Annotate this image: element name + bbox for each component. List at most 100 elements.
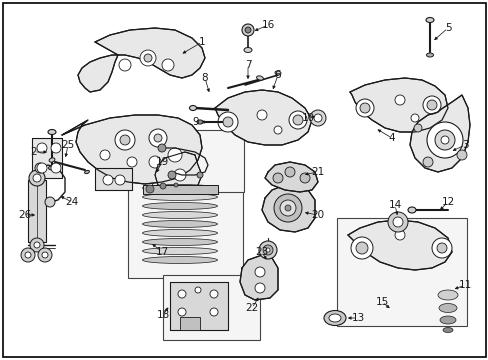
Ellipse shape [439, 316, 455, 324]
Ellipse shape [84, 170, 89, 174]
Circle shape [178, 290, 185, 298]
Text: 23: 23 [255, 247, 268, 257]
Text: 20: 20 [311, 210, 324, 220]
Circle shape [154, 134, 162, 142]
Circle shape [285, 205, 290, 211]
Text: 24: 24 [65, 197, 79, 207]
Circle shape [223, 117, 232, 127]
Circle shape [394, 95, 404, 105]
Circle shape [387, 212, 407, 232]
Circle shape [273, 194, 302, 222]
Ellipse shape [142, 194, 217, 201]
Ellipse shape [142, 185, 217, 192]
Polygon shape [264, 162, 317, 192]
Ellipse shape [197, 120, 203, 124]
Polygon shape [155, 152, 202, 195]
Ellipse shape [438, 303, 456, 312]
Circle shape [355, 99, 373, 117]
Ellipse shape [48, 166, 55, 170]
Circle shape [25, 252, 31, 258]
Text: 8: 8 [201, 73, 208, 83]
Text: 22: 22 [245, 303, 258, 313]
Circle shape [355, 242, 367, 254]
Text: 4: 4 [388, 133, 394, 143]
Circle shape [38, 248, 52, 262]
Circle shape [431, 238, 451, 258]
Ellipse shape [142, 239, 217, 246]
Circle shape [162, 59, 174, 71]
Circle shape [436, 243, 446, 253]
Ellipse shape [426, 53, 433, 57]
Ellipse shape [49, 158, 55, 162]
Circle shape [37, 143, 47, 153]
Circle shape [209, 308, 218, 316]
Circle shape [103, 175, 113, 185]
Circle shape [119, 59, 131, 71]
Text: 26: 26 [19, 210, 32, 220]
Circle shape [21, 248, 35, 262]
Circle shape [456, 150, 466, 160]
Bar [128, 168, 243, 278]
Polygon shape [95, 168, 132, 190]
Circle shape [51, 163, 61, 173]
Text: 21: 21 [311, 167, 324, 177]
Text: 18: 18 [156, 310, 169, 320]
Circle shape [149, 129, 167, 147]
Text: 15: 15 [375, 297, 388, 307]
Circle shape [158, 144, 165, 152]
Circle shape [29, 170, 45, 186]
Polygon shape [62, 115, 202, 184]
Circle shape [127, 157, 137, 167]
Ellipse shape [425, 18, 433, 23]
Circle shape [35, 163, 45, 173]
Ellipse shape [142, 202, 217, 210]
Polygon shape [349, 78, 447, 132]
Ellipse shape [48, 130, 56, 135]
Text: 10: 10 [301, 113, 314, 123]
Circle shape [174, 169, 185, 181]
Circle shape [426, 100, 436, 110]
Polygon shape [170, 282, 227, 330]
Text: 12: 12 [441, 197, 454, 207]
Circle shape [410, 114, 418, 122]
Polygon shape [180, 317, 200, 330]
Circle shape [168, 171, 176, 179]
Text: 13: 13 [351, 313, 364, 323]
Ellipse shape [274, 71, 281, 75]
Circle shape [197, 172, 203, 178]
Text: 2: 2 [31, 147, 37, 157]
Circle shape [218, 112, 238, 132]
Circle shape [292, 115, 303, 125]
Ellipse shape [142, 230, 217, 237]
Circle shape [288, 111, 306, 129]
Circle shape [285, 167, 294, 177]
Text: 6: 6 [274, 70, 281, 80]
Circle shape [115, 175, 125, 185]
Ellipse shape [328, 314, 340, 322]
Circle shape [263, 245, 272, 255]
Text: 1: 1 [198, 37, 205, 47]
Ellipse shape [437, 290, 457, 300]
Text: 3: 3 [461, 140, 468, 150]
Text: 19: 19 [155, 157, 168, 167]
Circle shape [422, 96, 440, 114]
Circle shape [45, 197, 55, 207]
Ellipse shape [324, 310, 346, 325]
Polygon shape [78, 28, 204, 92]
Circle shape [440, 136, 448, 144]
Ellipse shape [442, 328, 452, 333]
Circle shape [422, 157, 432, 167]
Text: 9: 9 [192, 117, 199, 127]
Circle shape [33, 174, 41, 182]
Circle shape [149, 156, 161, 168]
Circle shape [299, 173, 309, 183]
Circle shape [42, 252, 48, 258]
Circle shape [280, 200, 295, 216]
Circle shape [254, 267, 264, 277]
Circle shape [350, 237, 372, 259]
Circle shape [265, 248, 269, 252]
Text: 5: 5 [444, 23, 450, 33]
Text: 11: 11 [457, 280, 470, 290]
Ellipse shape [142, 256, 217, 264]
Bar [336, 218, 466, 326]
